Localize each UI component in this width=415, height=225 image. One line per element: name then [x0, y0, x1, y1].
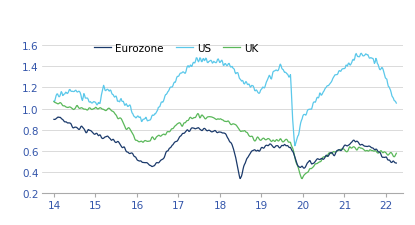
Eurozone [247, 155, 251, 157]
US [120, 101, 125, 103]
Legend: Eurozone, US, UK: Eurozone, US, UK [90, 40, 263, 58]
Eurozone [51, 119, 56, 121]
UK [120, 120, 125, 123]
UK [245, 132, 250, 135]
Eurozone [56, 116, 61, 119]
US [292, 145, 297, 147]
UK [51, 101, 56, 104]
US [359, 53, 364, 55]
US [51, 100, 56, 103]
Eurozone [102, 137, 107, 139]
Line: US: US [54, 54, 396, 146]
Eurozone [238, 178, 243, 180]
US [394, 102, 399, 105]
Eurozone [182, 132, 187, 135]
UK [181, 122, 186, 125]
Eurozone [394, 162, 399, 165]
US [245, 84, 250, 86]
Line: Eurozone: Eurozone [54, 117, 396, 179]
UK [68, 106, 73, 109]
UK [101, 108, 106, 111]
UK [394, 152, 399, 155]
UK [300, 178, 305, 180]
Eurozone [68, 123, 73, 125]
Line: UK: UK [54, 102, 396, 179]
US [68, 89, 73, 91]
US [181, 72, 186, 74]
Eurozone [121, 146, 126, 149]
Eurozone [325, 155, 330, 157]
UK [324, 155, 329, 158]
US [324, 87, 329, 89]
US [101, 85, 106, 87]
